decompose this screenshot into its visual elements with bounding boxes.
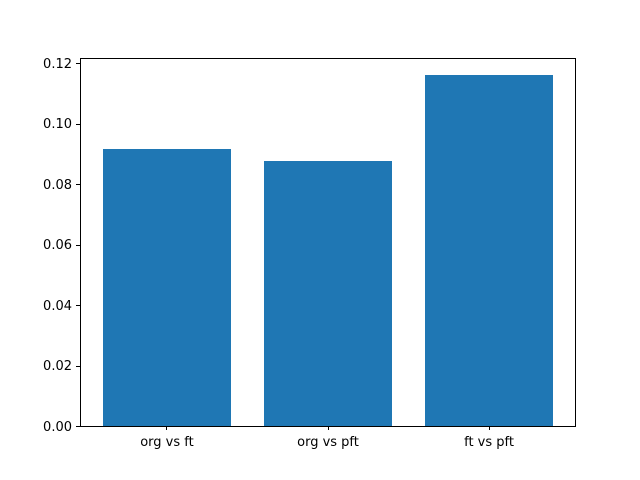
x-tick-mark bbox=[488, 426, 490, 430]
y-tick-label: 0.04 bbox=[43, 298, 72, 314]
y-tick-label: 0.00 bbox=[43, 419, 72, 435]
y-tick-mark bbox=[76, 244, 80, 246]
bar-ft-vs-pft bbox=[424, 74, 554, 426]
y-tick-label: 0.12 bbox=[43, 56, 72, 72]
x-tick-mark bbox=[166, 426, 168, 430]
bar-org-vs-pft bbox=[263, 160, 393, 426]
y-tick-mark bbox=[76, 426, 80, 427]
y-tick-mark bbox=[76, 305, 80, 307]
x-tick-label-ft-vs-pft: ft vs pft bbox=[464, 435, 514, 450]
y-tick-label: 0.02 bbox=[43, 359, 72, 375]
plot-area bbox=[80, 58, 576, 427]
y-tick-mark bbox=[76, 63, 80, 65]
x-tick-label-org-vs-pft: org vs pft bbox=[297, 435, 359, 450]
y-tick-mark bbox=[76, 184, 80, 186]
y-tick-label: 0.10 bbox=[43, 117, 72, 133]
y-tick-mark bbox=[76, 365, 80, 367]
y-tick-mark bbox=[76, 123, 80, 125]
x-tick-label-org-vs-ft: org vs ft bbox=[140, 435, 194, 450]
y-tick-label: 0.08 bbox=[43, 177, 72, 193]
x-tick-mark bbox=[327, 426, 329, 430]
bar-org-vs-ft bbox=[102, 149, 232, 426]
y-tick-label: 0.06 bbox=[43, 238, 72, 254]
